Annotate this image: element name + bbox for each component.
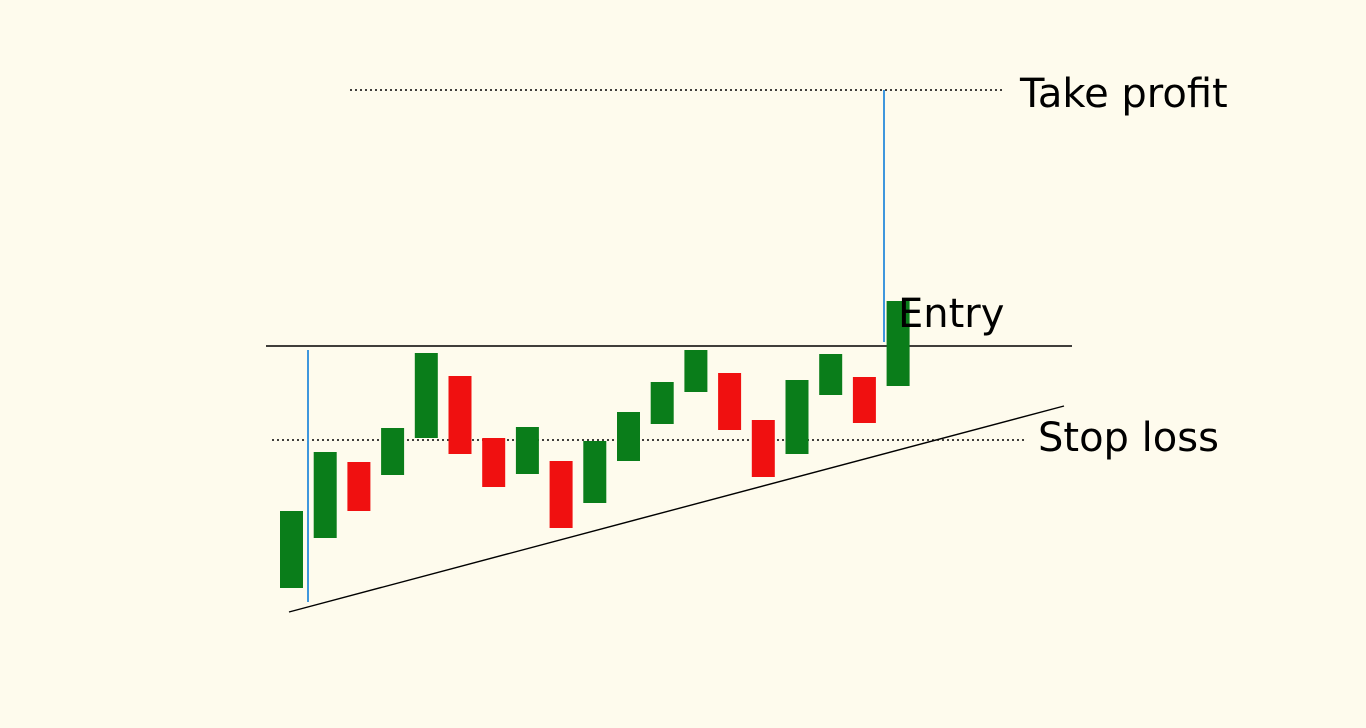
take-profit-label: Take profit <box>1020 71 1228 117</box>
stop-loss-label: Stop loss <box>1038 415 1219 461</box>
candle-10-bullish <box>583 441 607 503</box>
candle-17-bullish <box>819 354 843 395</box>
entry-label: Entry <box>898 291 1005 337</box>
rising-support-trendline <box>288 405 1065 613</box>
candle-1-bullish <box>280 511 303 588</box>
candlesticks <box>280 301 910 588</box>
candle-4-bullish <box>381 428 405 475</box>
candle-9-bearish <box>549 461 573 528</box>
candle-12-bullish <box>650 382 674 424</box>
candle-15-bearish <box>751 420 775 477</box>
candle-14-bearish <box>718 373 742 430</box>
candle-11-bullish <box>617 412 640 461</box>
candle-6-bearish <box>448 376 472 454</box>
candle-5-bullish <box>414 353 438 438</box>
candle-8-bullish <box>515 427 539 474</box>
candle-19-bullish <box>886 301 910 386</box>
candle-7-bearish <box>482 438 506 487</box>
candle-3-bearish <box>347 462 371 511</box>
candle-18-bearish <box>852 377 876 423</box>
candle-13-bullish <box>684 350 708 392</box>
candle-2-bullish <box>313 452 337 538</box>
candle-16-bullish <box>785 380 809 454</box>
